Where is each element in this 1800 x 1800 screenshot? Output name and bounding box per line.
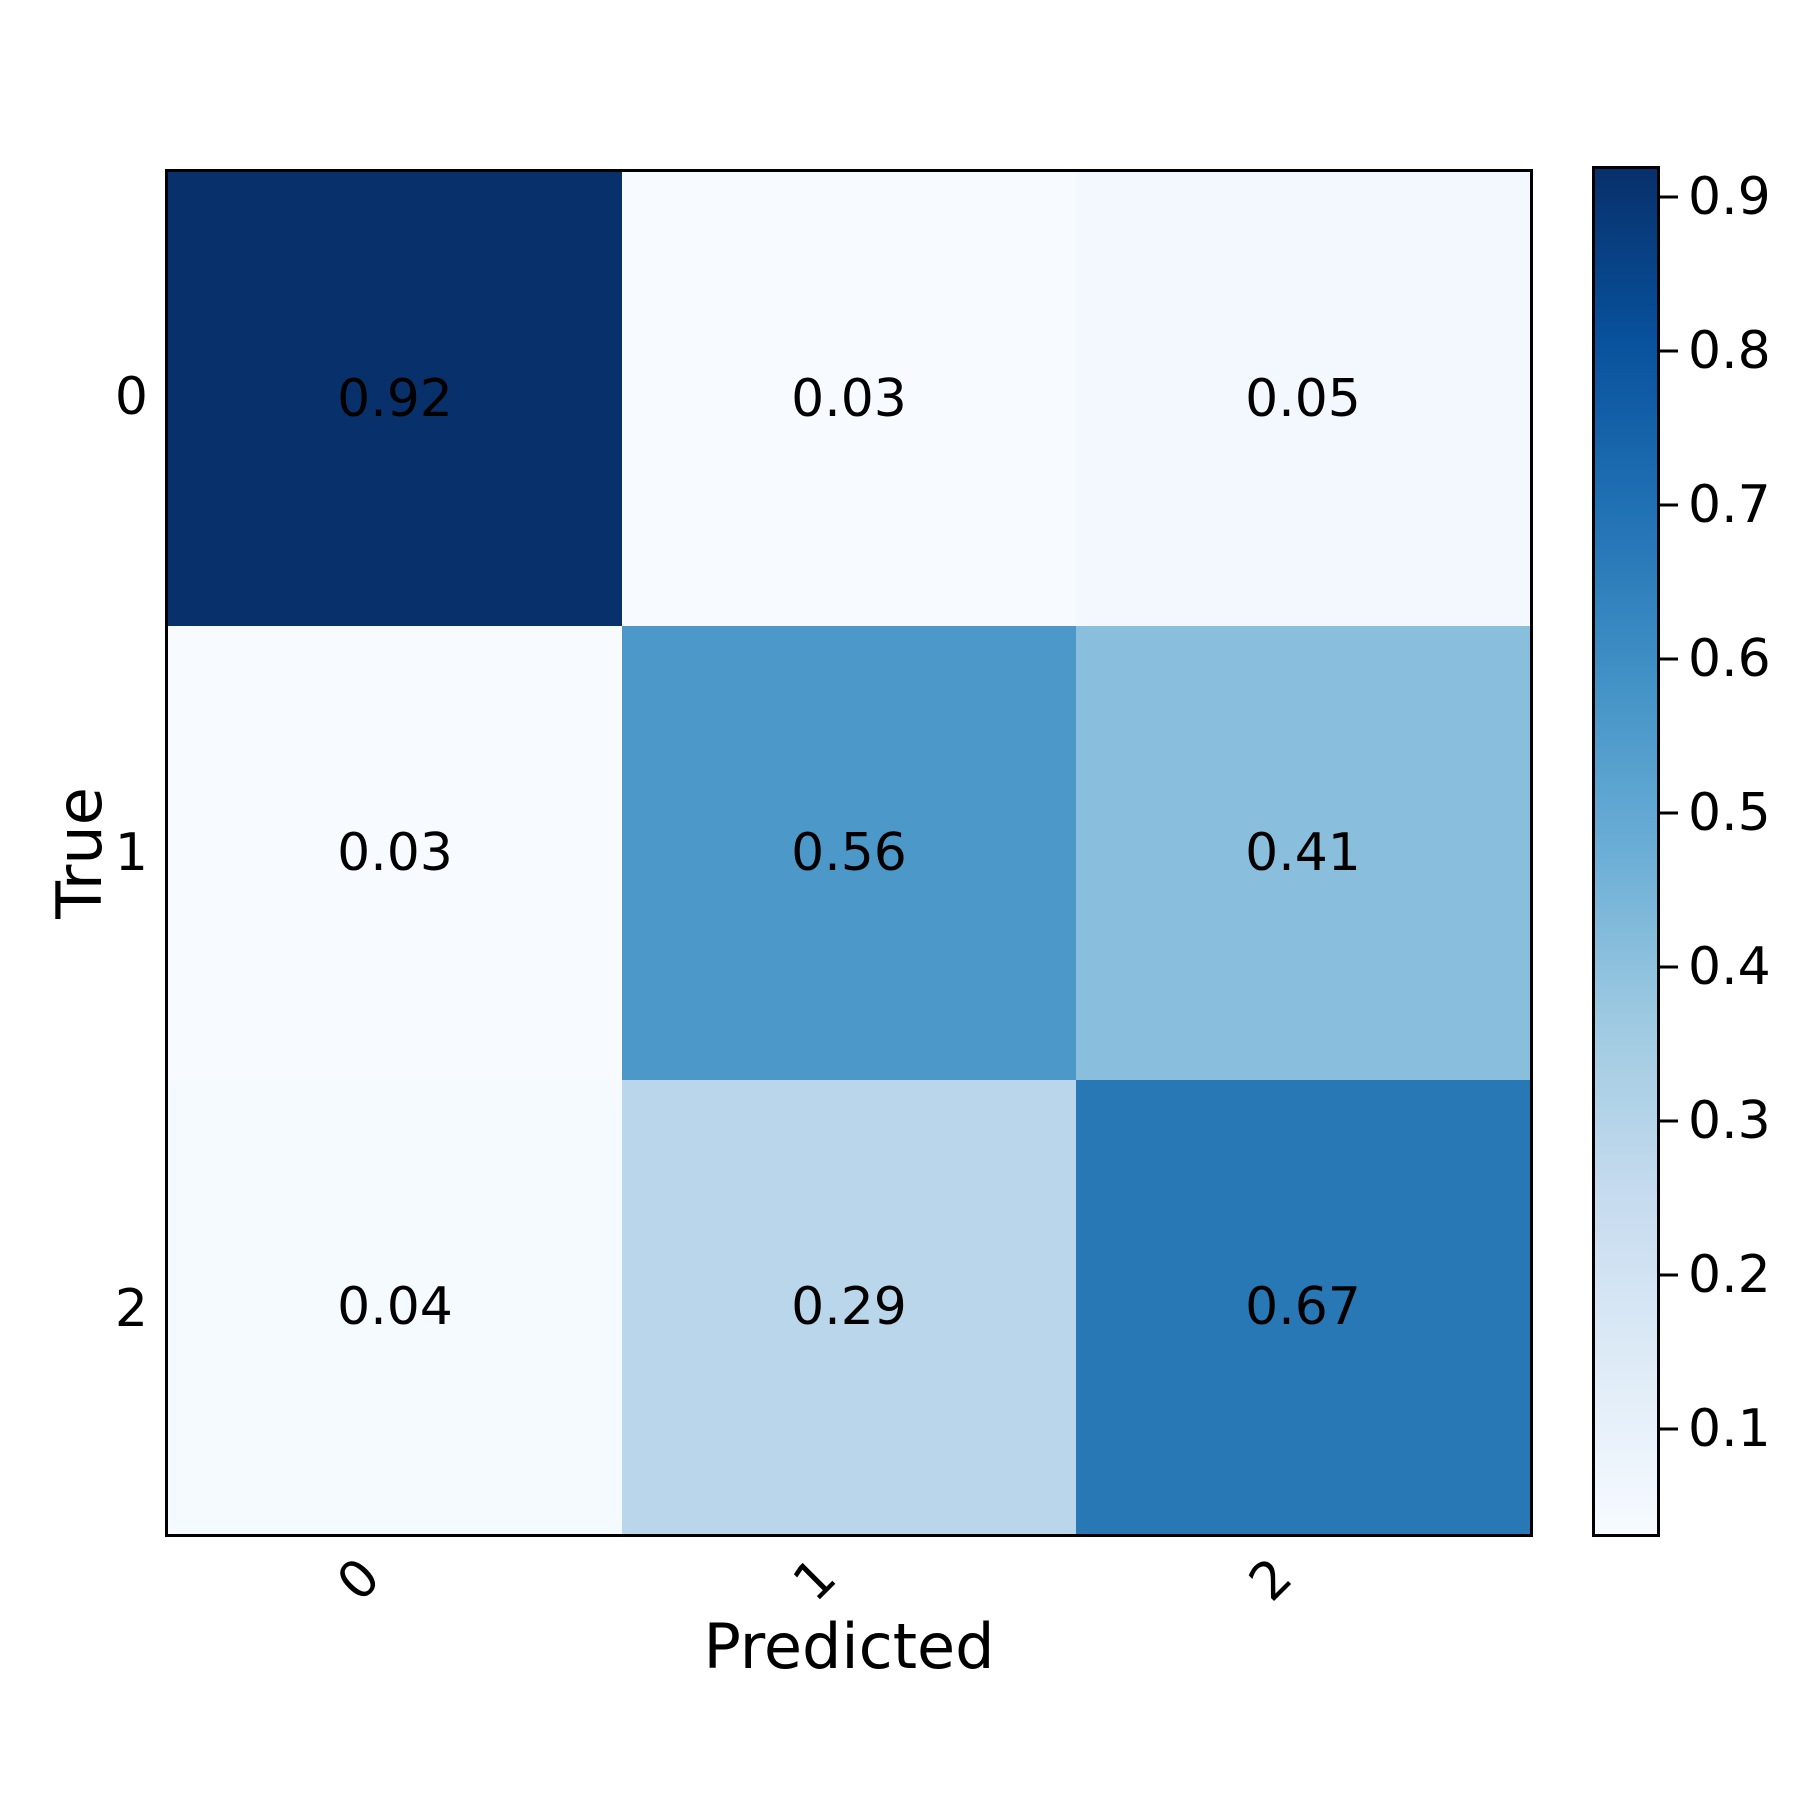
colorbar-tick-mark [1660,503,1678,507]
colorbar-tick-mark [1660,195,1678,199]
x-axis-label: Predicted [703,1610,995,1683]
colorbar-tick-label: 0.1 [1688,1399,1771,1460]
heatmap-cell: 0.41 [1076,626,1530,1080]
colorbar-tick-label: 0.8 [1688,320,1771,381]
colorbar-tick-mark [1660,1273,1678,1277]
heatmap-plot-area: 0.92 0.03 0.05 0.03 0.56 0.41 0.04 0.29 0.67 [165,169,1533,1537]
colorbar-tick-mark [1660,1119,1678,1123]
x-tick-label: 2 [1238,1547,1304,1613]
colorbar-tick-label: 0.6 [1688,629,1771,689]
heatmap-cell: 0.56 [622,626,1076,1080]
x-tick-label: 0 [326,1547,392,1613]
colorbar-tick-mark [1660,349,1678,353]
colorbar-tick-label: 0.7 [1688,474,1771,535]
colorbar-tick-mark [1660,1427,1678,1431]
y-axis-label: True [43,787,116,919]
heatmap-cell: 0.29 [622,1080,1076,1534]
colorbar-tick-label: 0.9 [1688,166,1771,227]
heatmap-cell: 0.05 [1076,172,1530,626]
colorbar-tick-mark [1660,811,1678,815]
x-tick-label: 1 [782,1547,848,1613]
colorbar-tick-label: 0.5 [1688,782,1771,843]
y-tick-label: 2 [114,1279,148,1339]
colorbar-tick-label: 0.3 [1688,1091,1771,1152]
heatmap-cell: 0.92 [168,172,622,626]
heatmap-cell: 0.03 [622,172,1076,626]
heatmap-cell: 0.67 [1076,1080,1530,1534]
y-tick-label: 0 [114,367,148,427]
colorbar [1592,166,1660,1537]
colorbar-tick-mark [1660,657,1678,661]
heatmap-cell: 0.04 [168,1080,622,1534]
heatmap-cell: 0.03 [168,626,622,1080]
colorbar-tick-mark [1660,965,1678,969]
y-tick-label: 1 [114,823,148,883]
colorbar-tick-label: 0.4 [1688,937,1771,998]
colorbar-tick-label: 0.2 [1688,1245,1771,1306]
